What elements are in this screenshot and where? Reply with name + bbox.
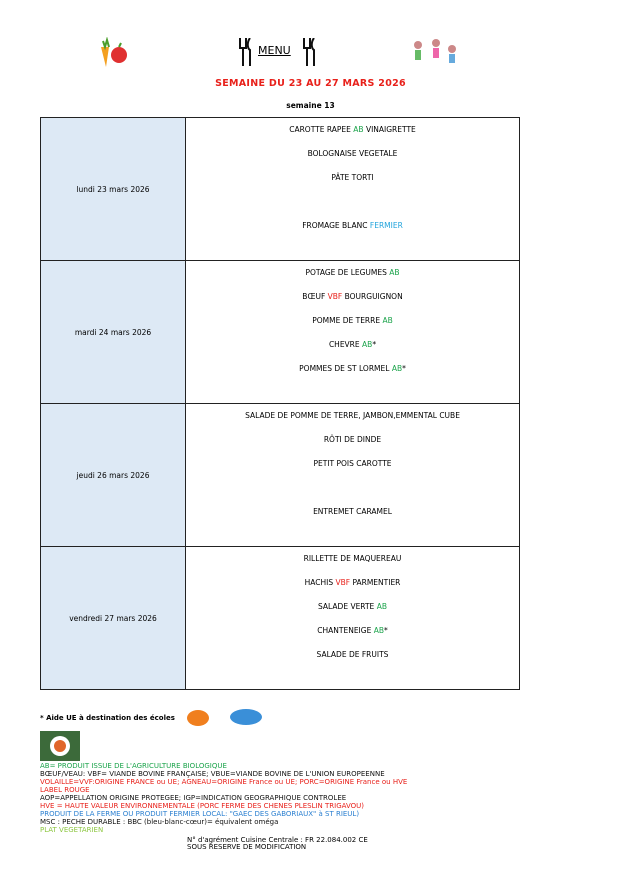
legend-line: PRODUIT DE LA FERME OU PRODUIT FERMIER L…	[40, 810, 360, 818]
dish: POMMES DE ST LORMEL AB*	[186, 357, 519, 381]
dishes-cell: CAROTTE RAPEE AB VINAIGRETTE BOLOGNAISE V…	[185, 117, 520, 261]
dish-text: CAROTTE RAPEE	[289, 125, 354, 134]
dishes-cell: POTAGE DE LEGUMES AB BŒUF VBF BOURGUIGNON…	[185, 260, 520, 404]
label-badge: AB	[391, 364, 403, 373]
label-badge: AB	[353, 125, 364, 134]
legend-line: MSC : PECHE DURABLE : BBC (bleu-blanc-cœ…	[40, 818, 279, 826]
menu-title: MENU	[258, 44, 291, 57]
dish: SALADE VERTE AB	[186, 595, 519, 619]
dish-text: CHANTENEIGE	[317, 626, 374, 635]
dish-text: SALADE DE POMME DE TERRE, JAMBON,EMMENTA…	[245, 411, 460, 420]
dish: SALADE DE POMME DE TERRE, JAMBON,EMMENTA…	[186, 404, 519, 428]
dish: FROMAGE BLANC FERMIER	[186, 214, 519, 238]
dishes-cell: RILLETTE DE MAQUEREAU HACHIS VBF PARMENTI…	[185, 546, 520, 690]
dish: BŒUF VBF BOURGUIGNON	[186, 285, 519, 309]
chefs-illustration-icon	[414, 39, 456, 63]
week-number: semaine 13	[286, 101, 335, 110]
dish: RÔTI DE DINDE	[186, 428, 519, 452]
day-row: jeudi 26 mars 2026 SALADE DE POMME DE TER…	[40, 403, 520, 547]
label-badge: AB	[382, 316, 393, 325]
dish-text: POMMES DE ST LORMEL	[299, 364, 392, 373]
dish-text: ENTREMET CARAMEL	[313, 507, 392, 516]
dish: POMME DE TERRE AB	[186, 309, 519, 333]
modification-notice: SOUS RESERVE DE MODIFICATION	[187, 843, 307, 851]
day-label: lundi 23 mars 2026	[40, 117, 186, 261]
day-row: vendredi 27 mars 2026 RILLETTE DE MAQUERE…	[40, 546, 520, 690]
dish-text: *	[383, 626, 388, 635]
dish: CAROTTE RAPEE AB VINAIGRETTE	[186, 118, 519, 142]
dish-text: POTAGE DE LEGUMES	[305, 268, 390, 277]
dish	[186, 476, 519, 500]
dish	[186, 190, 519, 214]
dish-text: FROMAGE BLANC	[302, 221, 370, 230]
day-label: vendredi 27 mars 2026	[40, 546, 186, 690]
legend-line: AB= PRODUIT ISSUE DE L'AGRICULTURE BIOLO…	[40, 762, 227, 770]
school-fruit-logo-icon	[187, 710, 209, 726]
dish-text: *	[402, 364, 406, 373]
legend-line: HVE = HAUTE VALEUR ENVIRONNEMENTALE (POR…	[40, 802, 364, 810]
dish-text: RÔTI DE DINDE	[323, 435, 382, 444]
dish: SALADE DE FRUITS	[186, 643, 519, 667]
dish-text: BŒUF	[302, 292, 328, 301]
dish: PETIT POIS CAROTTE	[186, 452, 519, 476]
vegetables-logo-icon	[101, 37, 127, 67]
dish-text: SALADE VERTE	[318, 602, 377, 611]
eu-aid-note: * Aide UE à destination des écoles	[40, 714, 175, 722]
legend-line: AOP=APPELLATION ORIGINE PROTEGEE; IGP=IN…	[40, 794, 347, 802]
dish-text: VINAIGRETTE	[363, 125, 416, 134]
dish-text: SALADE DE FRUITS	[316, 650, 389, 659]
dish: CHANTENEIGE AB*	[186, 619, 519, 643]
legend: AB= PRODUIT ISSUE DE L'AGRICULTURE BIOLO…	[40, 762, 407, 834]
agrement-number: N° d'agrément Cuisine Centrale : FR 22.0…	[187, 836, 368, 844]
dish-text: POMME DE TERRE	[312, 316, 383, 325]
label-badge: AB	[362, 340, 373, 349]
label-badge: VBF	[335, 578, 351, 587]
dish-text: PARMENTIER	[350, 578, 401, 587]
day-row: lundi 23 mars 2026 CAROTTE RAPEE AB VINAI…	[40, 117, 520, 261]
legend-line: VOLAILLE=VVF:ORIGINE FRANCE ou UE; AGNEA…	[40, 778, 408, 786]
dish: CHEVRE AB*	[186, 333, 519, 357]
cutlery-icon	[239, 38, 251, 66]
dishes-cell: SALADE DE POMME DE TERRE, JAMBON,EMMENTA…	[185, 403, 520, 547]
dish: HACHIS VBF PARMENTIER	[186, 571, 519, 595]
legend-line: BŒUF/VEAU: VBF= VIANDE BOVINE FRANÇAISE;…	[40, 770, 385, 778]
label-badge: AB	[373, 626, 384, 635]
day-row: mardi 24 mars 2026 POTAGE DE LEGUMES AB BŒ…	[40, 260, 520, 404]
dish: POTAGE DE LEGUMES AB	[186, 261, 519, 285]
day-label: jeudi 26 mars 2026	[40, 403, 186, 547]
dish-text: BOURGUIGNON	[342, 292, 403, 301]
label-badge: AB	[376, 602, 387, 611]
cutlery-icon	[303, 38, 315, 66]
dish-text: CHEVRE	[328, 340, 363, 349]
dish-text: BOLOGNAISE VEGETALE	[307, 149, 398, 158]
plate-illustration-icon	[40, 731, 80, 761]
label-badge: AB	[389, 268, 400, 277]
legend-line: LABEL ROUGE	[40, 786, 90, 794]
dish-text: PÂTE TORTI	[331, 173, 374, 182]
dish-text: RILLETTE DE MAQUEREAU	[303, 554, 402, 563]
label-badge: FERMIER	[369, 221, 403, 230]
dish: PÂTE TORTI	[186, 166, 519, 190]
label-badge: VBF	[327, 292, 343, 301]
day-label: mardi 24 mars 2026	[40, 260, 186, 404]
dish-text: HACHIS	[304, 578, 336, 587]
school-milk-logo-icon	[230, 709, 262, 725]
dish-text: *	[372, 340, 377, 349]
menu-table: lundi 23 mars 2026 CAROTTE RAPEE AB VINAI…	[40, 117, 520, 690]
legend-line: PLAT VEGETARIEN	[40, 826, 104, 834]
dish-text: PETIT POIS CAROTTE	[313, 459, 392, 468]
week-title: SEMAINE DU 23 AU 27 MARS 2026	[215, 78, 406, 89]
dish: BOLOGNAISE VEGETALE	[186, 142, 519, 166]
dish: RILLETTE DE MAQUEREAU	[186, 547, 519, 571]
dish: ENTREMET CARAMEL	[186, 500, 519, 524]
